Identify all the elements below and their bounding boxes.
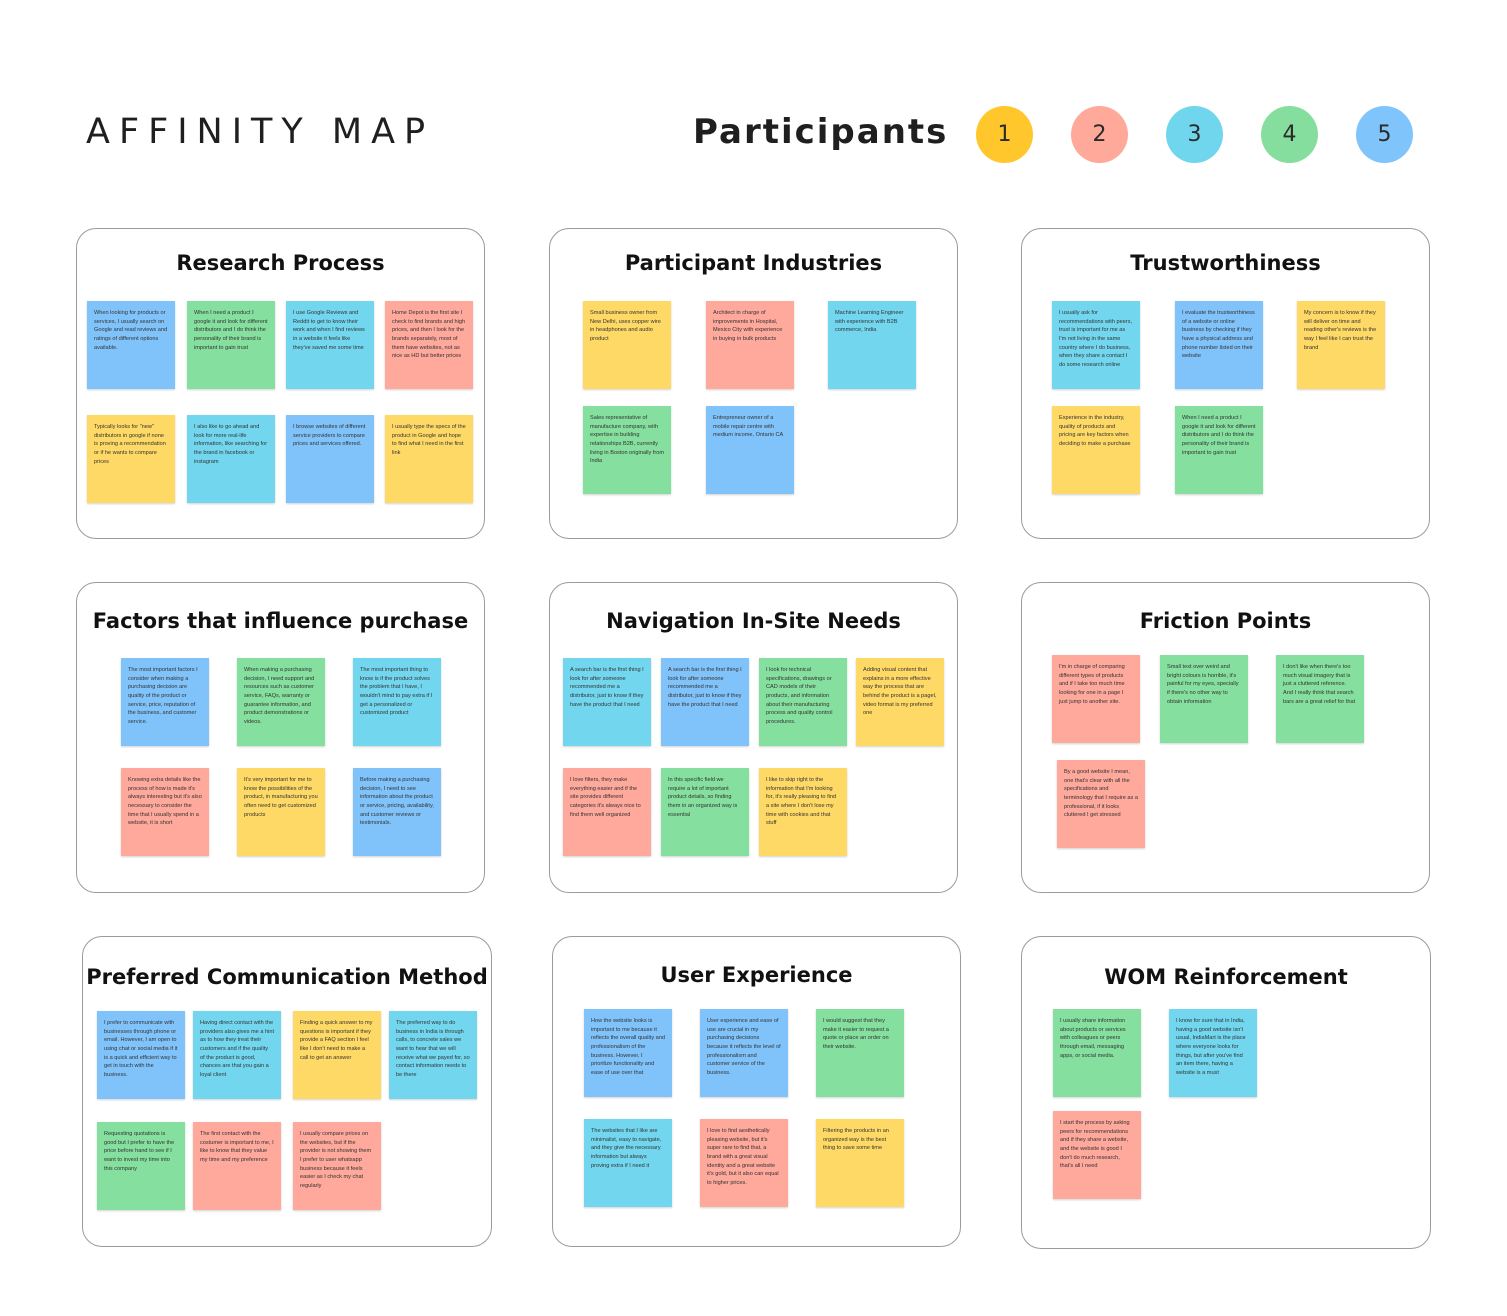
sticky-note[interactable]: Adding visual content that explains in a… (856, 658, 944, 746)
cluster-title: Navigation In-Site Needs (606, 609, 901, 633)
cluster-title: WOM Reinforcement (1104, 965, 1348, 989)
sticky-note[interactable]: I know for sure that in India, having a … (1169, 1009, 1257, 1097)
sticky-note[interactable]: Having direct contact with the providers… (193, 1011, 281, 1099)
sticky-note[interactable]: I prefer to communicate with businesses … (97, 1011, 185, 1099)
sticky-note[interactable]: Before making a purchasing decision, I n… (353, 768, 441, 856)
sticky-note[interactable]: My concern is to know if they will deliv… (1297, 301, 1385, 389)
sticky-note[interactable]: Home Depot is the first site I check to … (385, 301, 473, 389)
sticky-note[interactable]: Knowing extra details like the process o… (121, 768, 209, 856)
sticky-note[interactable]: A search bar is the first thing I look f… (563, 658, 651, 746)
sticky-note[interactable]: How the website looks is important to me… (584, 1009, 672, 1097)
sticky-note[interactable]: The preferred way to do business in Indi… (389, 1011, 477, 1099)
sticky-note[interactable]: The most important thing to know is if t… (353, 658, 441, 746)
sticky-note[interactable]: User experience and ease of use are cruc… (700, 1009, 788, 1097)
sticky-note[interactable]: I use Google Reviews and Reddit to get t… (286, 301, 374, 389)
sticky-note[interactable]: I love to find aesthetically pleasing we… (700, 1119, 788, 1207)
sticky-note[interactable]: I don't like when there's too much visua… (1276, 655, 1364, 743)
sticky-note[interactable]: The websites that I like are minimalist,… (584, 1119, 672, 1207)
sticky-note[interactable]: Finding a quick answer to my questions i… (293, 1011, 381, 1099)
affinity-map-title: AFFINITY MAP (86, 112, 435, 152)
cluster-title: Friction Points (1139, 609, 1312, 633)
sticky-note[interactable]: I browse websites of different service p… (286, 415, 374, 503)
sticky-note[interactable]: In this specific field we require a lot … (661, 768, 749, 856)
sticky-note[interactable]: Requesting quotations is good but I pref… (97, 1122, 185, 1210)
sticky-note[interactable]: I usually ask for recommendations with p… (1052, 301, 1140, 389)
sticky-note[interactable]: The first contact with the costumer is i… (193, 1122, 281, 1210)
sticky-note[interactable]: A search bar is the first thing I look f… (661, 658, 749, 746)
participant-2-badge: 2 (1071, 106, 1128, 163)
sticky-note[interactable]: I usually compare prices on the websites… (293, 1122, 381, 1210)
sticky-note[interactable]: By a good website I mean, one that's cle… (1057, 760, 1145, 848)
participant-5-badge: 5 (1356, 106, 1413, 163)
sticky-note[interactable]: I also like to go ahead and look for mor… (187, 415, 275, 503)
cluster-title: Preferred Communication Method (86, 965, 488, 989)
participants-title: Participants (693, 112, 949, 152)
participant-1-badge: 1 (976, 106, 1033, 163)
sticky-note[interactable]: When making a purchasing decision, I nee… (237, 658, 325, 746)
sticky-note[interactable]: I would suggest that they make it easier… (816, 1009, 904, 1097)
sticky-note[interactable]: I love filters, they make everything eas… (563, 768, 651, 856)
cluster-title: Trustworthiness (1130, 251, 1321, 275)
sticky-note[interactable]: Filtering the products in an organized w… (816, 1119, 904, 1207)
sticky-note[interactable]: It's very important for me to know the p… (237, 768, 325, 856)
sticky-note[interactable]: The most important factors I consider wh… (121, 658, 209, 746)
cluster-title: Factors that influence purchase (92, 609, 469, 633)
sticky-note[interactable]: Machine Learning Engineer with experienc… (828, 301, 916, 389)
sticky-note[interactable]: Entrepreneur owner of a mobile repair ce… (706, 406, 794, 494)
cluster-title: Participant Industries (624, 251, 883, 275)
sticky-note[interactable]: When looking for products or services, I… (87, 301, 175, 389)
cluster-title: User Experience (660, 963, 853, 987)
sticky-note[interactable]: When I need a product I google it and lo… (187, 301, 275, 389)
sticky-note[interactable]: Small business owner from New Delhi, use… (583, 301, 671, 389)
sticky-note[interactable]: I usually share information about produc… (1053, 1009, 1141, 1097)
participant-4-badge: 4 (1261, 106, 1318, 163)
sticky-note[interactable]: I evaluate the trustworthiness of a webs… (1175, 301, 1263, 389)
sticky-note[interactable]: I usually type the specs of the product … (385, 415, 473, 503)
participant-3-badge: 3 (1166, 106, 1223, 163)
sticky-note[interactable]: I start the process by asking peers for … (1053, 1111, 1141, 1199)
cluster-title: Research Process (176, 251, 385, 275)
sticky-note[interactable]: Sales representative of manufacture comp… (583, 406, 671, 494)
sticky-note[interactable]: Typically looks for "new" distributors i… (87, 415, 175, 503)
sticky-note[interactable]: Small text over weird and bright colours… (1160, 655, 1248, 743)
sticky-note[interactable]: Architect in charge of improvements in H… (706, 301, 794, 389)
sticky-note[interactable]: I'm in charge of comparing different typ… (1052, 655, 1140, 743)
sticky-note[interactable]: When I need a product I google it and lo… (1175, 406, 1263, 494)
sticky-note[interactable]: I look for technical specifications, dra… (759, 658, 847, 746)
sticky-note[interactable]: I like to skip right to the information … (759, 768, 847, 856)
sticky-note[interactable]: Experience in the industry, quality of p… (1052, 406, 1140, 494)
